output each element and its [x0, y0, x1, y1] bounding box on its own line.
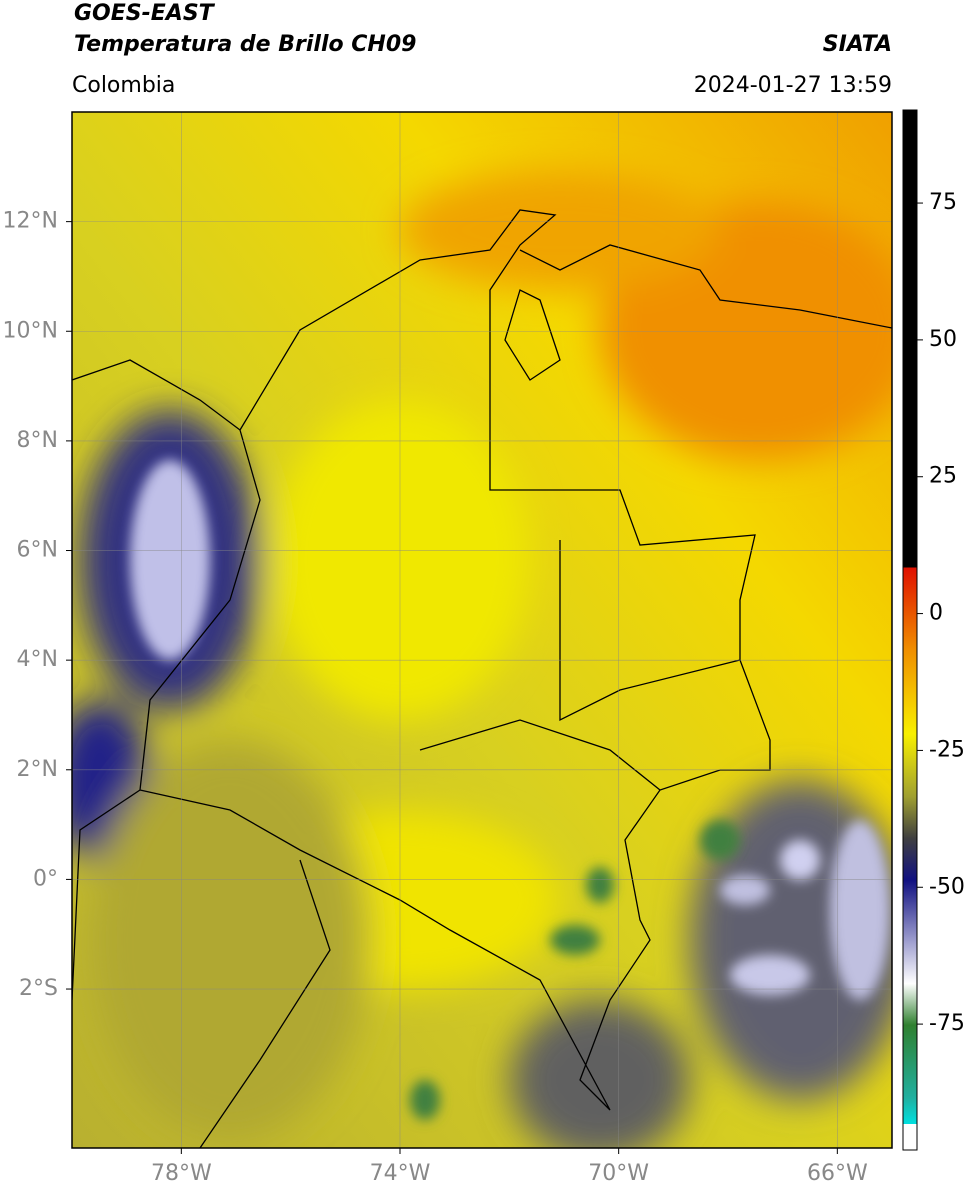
colorbar-tick-label: -50 [929, 874, 965, 899]
colorbar-tick-label: 75 [929, 190, 957, 215]
source: GOES-EAST [74, 1, 216, 26]
lat-tick-label: 6°N [17, 538, 58, 563]
colorbar-tick-label: -25 [929, 737, 965, 762]
lon-tick-label: 74°W [370, 1161, 431, 1186]
colorbar [902, 109, 918, 1151]
agency: SIATA [823, 32, 892, 57]
colorbar-tick-label: 0 [929, 601, 943, 626]
map-frame [71, 111, 893, 1149]
lat-tick-label: 12°N [3, 209, 58, 234]
lat-tick-label: 2°N [17, 757, 58, 782]
satellite-image [72, 112, 892, 1148]
lon-tick-label: 78°W [151, 1161, 212, 1186]
lat-tick-label: 8°N [17, 428, 58, 453]
lat-tick-label: 10°N [3, 318, 58, 343]
timestamp: 2024-01-27 13:59 [694, 73, 892, 98]
lat-tick-label: 0° [33, 866, 58, 891]
colorbar-tick-label: 25 [929, 464, 957, 489]
lat-tick-label: 4°N [17, 647, 58, 672]
lon-tick-label: 70°W [588, 1161, 649, 1186]
lat-tick-label: 2°S [19, 976, 58, 1001]
product: Temperatura de Brillo CH09 [74, 32, 416, 57]
lon-tick-label: 66°W [807, 1161, 868, 1186]
colorbar-tick-label: 50 [929, 327, 957, 352]
region: Colombia [72, 73, 175, 98]
colorbar-tick-label: -75 [929, 1011, 965, 1036]
